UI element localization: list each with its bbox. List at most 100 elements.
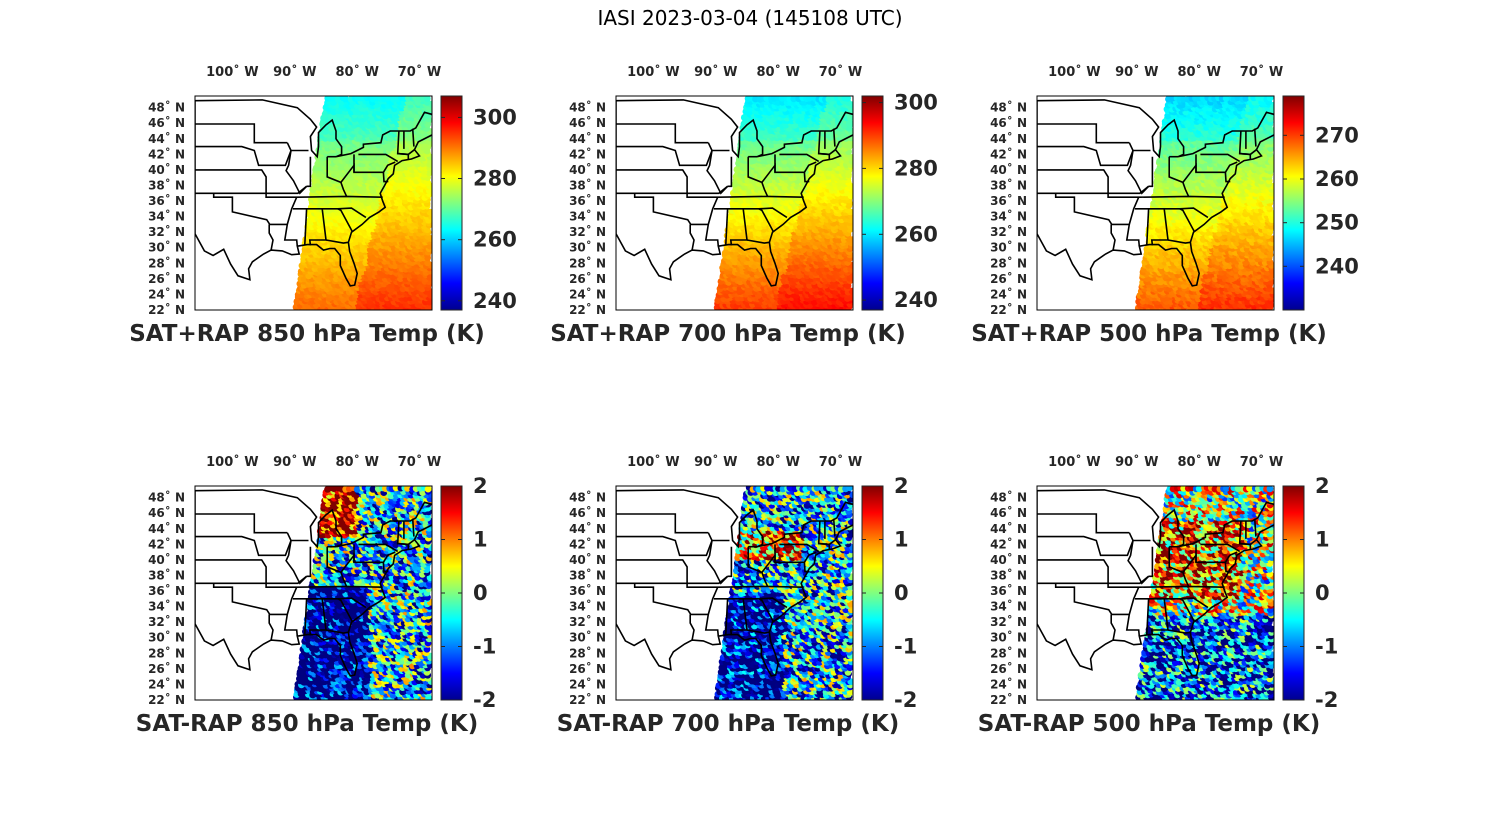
lat-tick-label: 40˚ N <box>990 552 1027 567</box>
lat-tick-label: 30˚ N <box>569 630 606 645</box>
map-panel-2: 100˚ W 90˚ W 80˚ W 70˚ W 48˚ N46˚ N44˚ N42˚ … <box>550 64 938 347</box>
colorbar-tick-label: -1 <box>473 635 496 659</box>
lat-tick-label: 26˚ N <box>990 271 1027 286</box>
lat-tick-label: 24˚ N <box>148 676 185 691</box>
state-boundaries <box>616 489 853 677</box>
retrieval-swath <box>292 96 432 310</box>
lat-tick-label: 26˚ N <box>148 271 185 286</box>
map-frame <box>1036 485 1275 701</box>
colorbar: 2 1 0 -1 -2 <box>861 474 917 712</box>
state-boundaries <box>1037 99 1274 287</box>
lat-tick-label: 26˚ N <box>569 661 606 676</box>
colorbar: 270 260 250 240 <box>1282 95 1359 311</box>
lat-tick-label: 46˚ N <box>148 115 185 130</box>
lat-tick-label: 48˚ N <box>990 490 1027 505</box>
map-panel-4: 100˚ W 90˚ W 80˚ W 70˚ W 48˚ N46˚ N44˚ N42˚ … <box>136 454 497 737</box>
map-frame <box>615 95 854 311</box>
lon-tick-label: 80˚ W <box>1177 64 1220 80</box>
lat-tick-label: 24˚ N <box>569 676 606 691</box>
lat-tick-label: 32˚ N <box>990 224 1027 239</box>
colorbar-tick-label: 260 <box>1315 167 1359 191</box>
lat-tick-label: 24˚ N <box>148 286 185 301</box>
lat-tick-label: 40˚ N <box>569 162 606 177</box>
colorbar-tick-label: 240 <box>894 288 938 312</box>
panel-title: SAT+RAP 850 hPa Temp (K) <box>129 321 485 347</box>
lat-tick-label: 28˚ N <box>569 255 606 270</box>
state-boundaries <box>1037 489 1274 677</box>
lon-tick-label: 80˚ W <box>756 64 799 80</box>
lat-tick-label: 44˚ N <box>148 521 185 536</box>
lat-tick-label: 24˚ N <box>990 286 1027 301</box>
retrieval-swath <box>714 486 853 700</box>
lat-tick-label: 34˚ N <box>569 599 606 614</box>
lat-tick-label: 26˚ N <box>148 661 185 676</box>
lat-tick-label: 40˚ N <box>148 162 185 177</box>
lat-tick-label: 22˚ N <box>148 692 185 707</box>
lat-tick-label: 30˚ N <box>148 240 185 255</box>
colorbar-tick-label: 0 <box>1315 581 1330 605</box>
colorbar-tick-label: 250 <box>1315 211 1359 235</box>
lat-tick-label: 24˚ N <box>569 286 606 301</box>
lon-tick-label: 80˚ W <box>1177 454 1220 470</box>
lat-tick-label: 22˚ N <box>148 302 185 317</box>
figure-title: IASI 2023-03-04 (145108 UTC) <box>597 6 903 30</box>
colorbar-tick-label: -2 <box>1315 688 1338 712</box>
lon-tick-label: 70˚ W <box>398 64 441 80</box>
lat-tick-label: 22˚ N <box>990 692 1027 707</box>
colorbar-tick-label: 300 <box>894 91 938 115</box>
colorbar-tick-label: 0 <box>894 581 909 605</box>
lon-tick-label: 70˚ W <box>819 64 862 80</box>
map-frame <box>194 485 433 701</box>
map-frame <box>615 485 854 701</box>
lat-tick-label: 28˚ N <box>148 255 185 270</box>
lat-tick-label: 36˚ N <box>569 193 606 208</box>
panel-title: SAT-RAP 500 hPa Temp (K) <box>978 711 1320 737</box>
colorbar-tick-label: 280 <box>894 156 938 180</box>
lat-tick-label: 46˚ N <box>990 505 1027 520</box>
retrieval-swath <box>713 96 853 310</box>
lon-tick-label: 80˚ W <box>335 454 378 470</box>
colorbar: 2 1 0 -1 -2 <box>440 474 496 712</box>
lat-tick-label: 24˚ N <box>990 676 1027 691</box>
colorbar-gradient <box>440 95 463 311</box>
lon-tick-label: 90˚ W <box>273 64 316 80</box>
lon-tick-label: 100˚ W <box>206 454 259 470</box>
lat-tick-label: 28˚ N <box>148 645 185 660</box>
colorbar-tick-label: 300 <box>473 105 517 129</box>
lon-tick-label: 90˚ W <box>1115 64 1158 80</box>
colorbar-tick-label: 260 <box>473 228 517 252</box>
lat-tick-label: 32˚ N <box>148 614 185 629</box>
lon-tick-label: 100˚ W <box>627 64 680 80</box>
lat-tick-label: 22˚ N <box>990 302 1027 317</box>
map-panel-6: 100˚ W 90˚ W 80˚ W 70˚ W 48˚ N46˚ N44˚ N42˚ … <box>978 454 1339 737</box>
colorbar-tick-label: 2 <box>473 474 488 498</box>
lat-tick-label: 46˚ N <box>990 115 1027 130</box>
lat-tick-label: 40˚ N <box>148 552 185 567</box>
colorbar-tick-label: 270 <box>1315 123 1359 147</box>
lon-tick-label: 70˚ W <box>1240 454 1283 470</box>
lat-tick-label: 42˚ N <box>148 146 185 161</box>
lat-tick-label: 40˚ N <box>569 552 606 567</box>
lat-tick-label: 22˚ N <box>569 692 606 707</box>
lon-tick-label: 80˚ W <box>335 64 378 80</box>
lat-tick-label: 26˚ N <box>990 661 1027 676</box>
map-panel-1: 100˚ W 90˚ W 80˚ W 70˚ W 48˚ N46˚ N44˚ N42˚ … <box>129 64 517 347</box>
colorbar: 2 1 0 -1 -2 <box>1282 474 1338 712</box>
lat-tick-label: 30˚ N <box>990 630 1027 645</box>
colorbar-tick-label: 1 <box>1315 528 1330 552</box>
lat-tick-label: 44˚ N <box>569 131 606 146</box>
lat-tick-label: 30˚ N <box>569 240 606 255</box>
lat-tick-label: 36˚ N <box>990 193 1027 208</box>
lat-tick-label: 48˚ N <box>990 100 1027 115</box>
lat-tick-label: 28˚ N <box>990 645 1027 660</box>
lon-tick-label: 70˚ W <box>398 454 441 470</box>
lat-tick-label: 40˚ N <box>990 162 1027 177</box>
lat-tick-label: 34˚ N <box>990 209 1027 224</box>
colorbar: 300 280 260 240 <box>440 95 517 313</box>
lat-tick-label: 38˚ N <box>990 178 1027 193</box>
lat-tick-label: 42˚ N <box>569 536 606 551</box>
panel-title: SAT+RAP 700 hPa Temp (K) <box>550 321 906 347</box>
panel-title: SAT-RAP 850 hPa Temp (K) <box>136 711 478 737</box>
lat-tick-label: 34˚ N <box>569 209 606 224</box>
lat-tick-label: 38˚ N <box>148 568 185 583</box>
